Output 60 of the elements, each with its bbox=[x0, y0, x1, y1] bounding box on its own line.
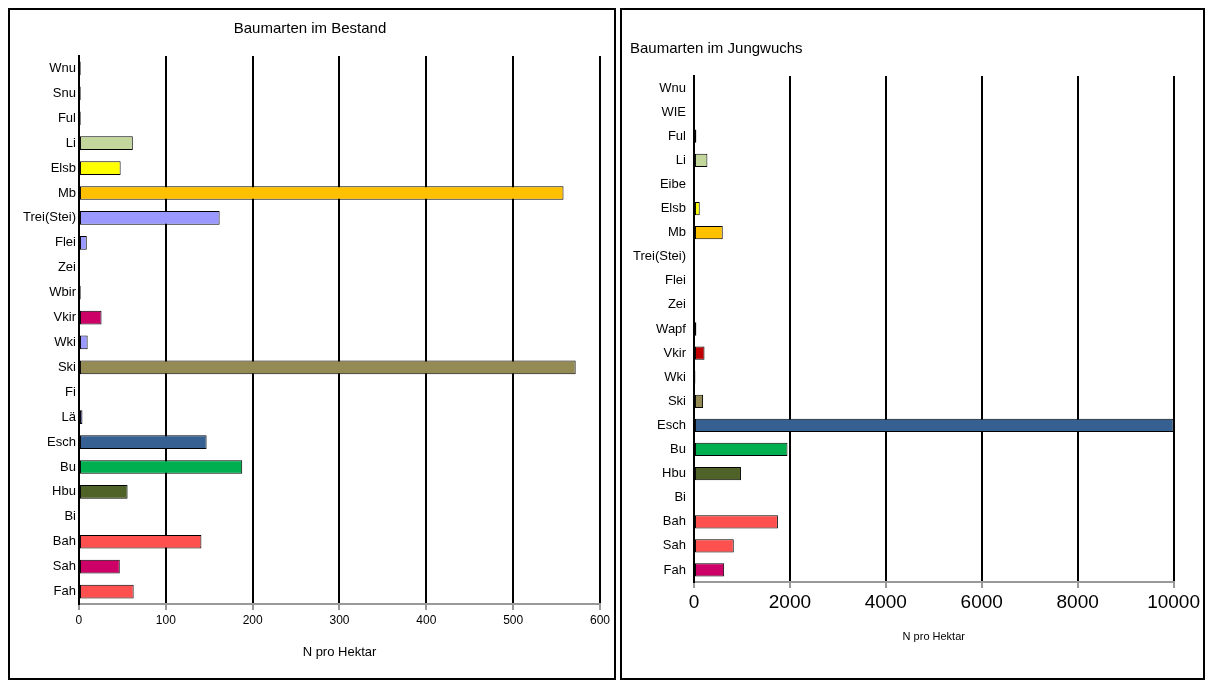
y-tick-label: Vkir bbox=[53, 309, 77, 325]
y-tick-label: Fah bbox=[663, 561, 686, 577]
x-tick-label: 400 bbox=[416, 612, 437, 627]
y-tick-label: Li bbox=[675, 151, 687, 167]
y-tick-label: Zei bbox=[57, 259, 77, 275]
y-tick-label: Sah bbox=[662, 537, 686, 553]
y-tick-label: Bu bbox=[670, 441, 686, 457]
y-tick-label: Trei(Stei) bbox=[23, 209, 76, 225]
y-tick-label: Bah bbox=[662, 513, 686, 529]
x-tick-label: 2000 bbox=[768, 590, 812, 612]
y-tick-label: Mb bbox=[57, 184, 76, 200]
y-tick-label: Fah bbox=[53, 583, 76, 599]
y-tick-label: Li bbox=[65, 134, 77, 150]
y-tick-label: Bi bbox=[64, 508, 77, 524]
y-tick-label: Elsb bbox=[50, 159, 76, 175]
y-tick-label: Snu bbox=[52, 84, 76, 100]
x-tick-label: 6000 bbox=[960, 590, 1003, 612]
y-tick-label: Ful bbox=[57, 109, 77, 125]
y-tick-label: Ski bbox=[667, 392, 687, 408]
x-tick-label: 0 bbox=[75, 612, 83, 627]
y-tick-label: Lä bbox=[61, 408, 77, 424]
y-tick-label: Eibe bbox=[659, 176, 686, 192]
y-tick-label: Ski bbox=[57, 358, 77, 374]
y-tick-label: Elsb bbox=[660, 200, 686, 216]
y-tick-label: Vkir bbox=[663, 344, 687, 360]
y-tick-label: Bi bbox=[674, 489, 687, 505]
x-tick-label: 100 bbox=[155, 612, 177, 627]
y-tick-label: Wki bbox=[664, 368, 687, 384]
x-axis-title: N pro Hektar bbox=[302, 643, 377, 659]
y-tick-label: Bah bbox=[52, 533, 76, 549]
y-tick-label: Wki bbox=[54, 334, 77, 350]
y-tick-label: Flei bbox=[55, 234, 77, 250]
y-tick-label: Sah bbox=[52, 558, 76, 574]
x-axis-title: N pro Hektar bbox=[902, 630, 966, 643]
x-tick-label: 4000 bbox=[864, 590, 907, 612]
x-tick-label: 10000 bbox=[1147, 590, 1200, 612]
x-tick-label: 500 bbox=[503, 612, 524, 627]
y-tick-label: Mb bbox=[667, 224, 686, 240]
y-tick-label: Trei(Stei) bbox=[633, 248, 686, 264]
x-tick-label: 0 bbox=[688, 590, 700, 612]
y-tick-label: Esch bbox=[657, 416, 686, 432]
y-tick-label: Fi bbox=[65, 383, 77, 399]
x-tick-label: 300 bbox=[329, 612, 350, 627]
y-tick-label: Wbir bbox=[49, 284, 77, 300]
x-tick-label: 8000 bbox=[1056, 590, 1099, 612]
chart-title: Baumarten im Jungwuchs bbox=[630, 39, 803, 57]
chart-title: Baumarten im Bestand bbox=[233, 19, 387, 37]
y-tick-label: Zei bbox=[667, 296, 687, 312]
y-tick-label: Ful bbox=[667, 127, 687, 143]
y-tick-label: Flei bbox=[665, 272, 687, 288]
y-tick-label: Hbu bbox=[662, 465, 686, 481]
x-tick-label: 200 bbox=[242, 612, 263, 627]
y-tick-label: Wnu bbox=[49, 60, 76, 76]
y-tick-label: WIE bbox=[661, 103, 687, 119]
y-tick-label: Esch bbox=[47, 433, 76, 449]
x-tick-label: 600 bbox=[589, 612, 611, 627]
y-tick-label: Bu bbox=[60, 458, 76, 474]
y-tick-label: Wapf bbox=[656, 320, 687, 336]
y-tick-label: Hbu bbox=[52, 483, 76, 499]
y-tick-label: Wnu bbox=[659, 79, 686, 95]
